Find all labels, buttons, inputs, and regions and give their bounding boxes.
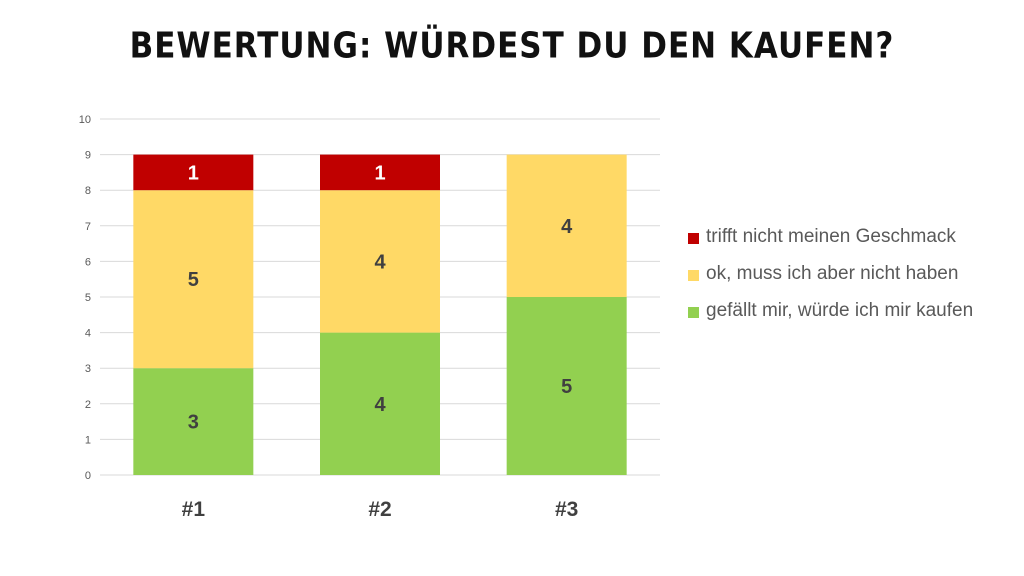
y-tick-label: 2: [85, 399, 91, 411]
data-label: 3: [188, 412, 199, 434]
y-tick-label: 10: [79, 114, 91, 126]
data-label: 5: [188, 269, 199, 291]
x-tick-label: #3: [555, 498, 578, 521]
data-label: 1: [374, 162, 385, 184]
y-tick-label: 1: [85, 434, 91, 446]
legend-item: trifft nicht meinen Geschmack: [688, 222, 1008, 251]
y-tick-label: 6: [85, 256, 91, 268]
data-labels: 3 5 1 4 4 1 5 4: [188, 162, 573, 433]
legend-item: gefällt mir, würde ich mir kaufen: [688, 296, 1008, 325]
data-label: 4: [374, 394, 386, 416]
legend-label: gefällt mir, würde ich mir kaufen: [706, 300, 974, 321]
legend-swatch: [688, 307, 699, 318]
data-label: 1: [188, 162, 199, 184]
bar-segment: [506, 154, 627, 297]
legend-label: trifft nicht meinen Geschmack: [706, 226, 956, 247]
y-tick-label: 0: [85, 470, 91, 482]
x-tick-label: #2: [368, 498, 391, 521]
y-tick-label: 5: [85, 292, 91, 304]
data-label: 4: [374, 251, 386, 273]
data-label: 4: [561, 216, 573, 238]
data-label: 5: [561, 376, 572, 398]
x-tick-label: #1: [182, 498, 206, 521]
bar-segment: [133, 154, 254, 191]
legend-swatch: [688, 233, 699, 244]
legend-label: ok, muss ich aber nicht haben: [706, 263, 959, 284]
y-tick-label: 8: [85, 185, 91, 197]
y-axis-ticks: 0 1 2 3 4 5 6 7 8 9 10: [79, 114, 91, 482]
bars: [133, 154, 627, 475]
y-tick-label: 4: [85, 328, 91, 340]
legend-swatch: [688, 270, 699, 281]
bar-segment: [506, 297, 627, 475]
bar-segment: [320, 332, 440, 475]
chart-title: BEWERTUNG: WÜRDEST DU DEN KAUFEN?: [129, 25, 895, 67]
bar-segment: [133, 190, 254, 369]
bar-segment: [320, 154, 440, 191]
y-tick-label: 9: [85, 150, 91, 162]
y-tick-label: 3: [85, 363, 91, 375]
legend-item: ok, muss ich aber nicht haben: [688, 259, 1008, 288]
chart-legend: trifft nicht meinen Geschmack ok, muss ic…: [688, 222, 1008, 333]
bar-segment: [320, 190, 440, 333]
y-tick-label: 7: [85, 221, 91, 233]
bar-segment: [133, 368, 254, 475]
x-axis-ticks: #1 #2 #3: [182, 498, 579, 521]
